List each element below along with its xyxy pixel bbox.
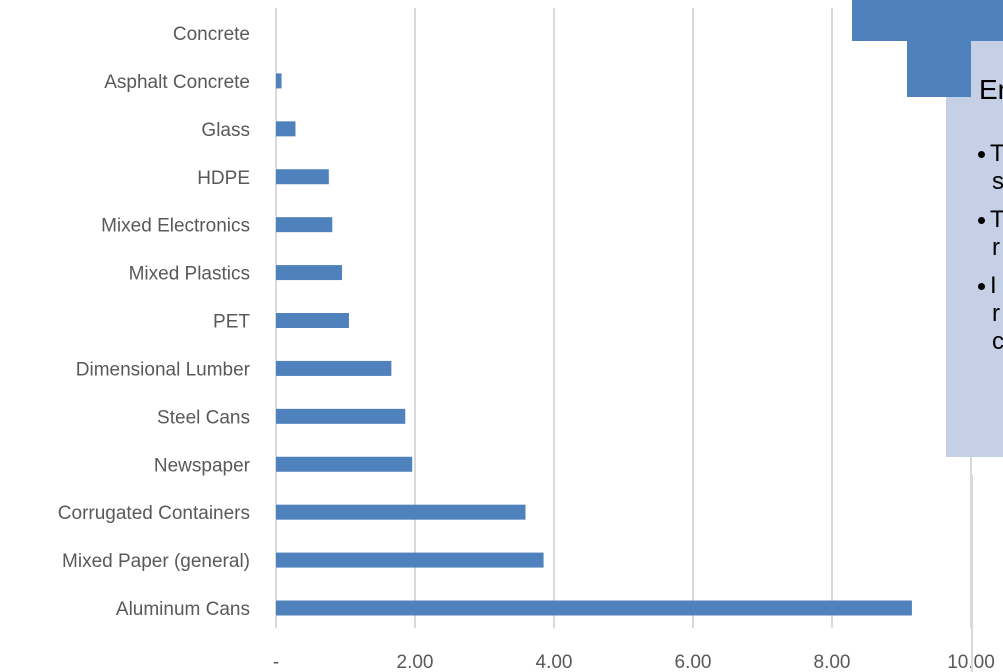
x-tick-label: 8.00 bbox=[814, 652, 851, 672]
bar bbox=[276, 265, 343, 281]
callout-heading: Er bbox=[979, 74, 1003, 105]
bar bbox=[276, 504, 526, 520]
bar bbox=[276, 600, 912, 616]
bar bbox=[276, 313, 349, 328]
bar bbox=[276, 552, 544, 568]
category-label: PET bbox=[213, 312, 250, 333]
bar bbox=[276, 73, 282, 89]
accent-shape-top bbox=[852, 0, 1003, 41]
x-tick-label: 6.00 bbox=[675, 652, 712, 672]
category-label: Concrete bbox=[173, 24, 250, 45]
bullet-text: T bbox=[990, 206, 1003, 233]
bullet-dot-icon bbox=[978, 151, 985, 159]
bar bbox=[276, 456, 413, 472]
category-label: Newspaper bbox=[154, 455, 251, 476]
bullet-dot-icon bbox=[978, 283, 985, 291]
category-label: Steel Cans bbox=[157, 407, 250, 428]
category-label: Mixed Paper (general) bbox=[62, 551, 250, 572]
x-tick-label: 4.00 bbox=[536, 652, 573, 672]
bar bbox=[276, 121, 296, 137]
category-label: Asphalt Concrete bbox=[104, 72, 250, 93]
bullet-text: r bbox=[992, 234, 1000, 261]
bullet-text: r bbox=[992, 300, 1000, 327]
bar bbox=[276, 360, 392, 376]
x-tick-label: - bbox=[273, 652, 279, 672]
category-label: Glass bbox=[201, 120, 250, 141]
bar bbox=[276, 217, 333, 233]
category-label: Dimensional Lumber bbox=[76, 359, 251, 380]
bullet-dot-icon bbox=[978, 217, 985, 225]
category-label: Aluminum Cans bbox=[116, 599, 250, 620]
x-tick-label: 2.00 bbox=[397, 652, 434, 672]
category-labels: Concrete Asphalt Concrete Glass HDPE Mixed E… bbox=[58, 24, 251, 620]
category-label: Mixed Plastics bbox=[129, 264, 250, 285]
category-label: Corrugated Containers bbox=[58, 503, 250, 524]
category-label: Mixed Electronics bbox=[101, 216, 250, 237]
bar bbox=[276, 408, 406, 424]
bar bbox=[276, 169, 329, 185]
bullet-text: s bbox=[992, 168, 1003, 195]
bullet-text: c bbox=[992, 328, 1003, 355]
callout-panel bbox=[946, 41, 1003, 457]
x-tick-labels: -2.004.006.008.0010.00 bbox=[273, 652, 995, 672]
bars bbox=[276, 73, 912, 616]
accent-shape-step bbox=[907, 41, 971, 97]
gridlines bbox=[275, 8, 972, 628]
divider-line bbox=[971, 475, 973, 672]
bullet-text: I bbox=[990, 272, 997, 299]
category-label: HDPE bbox=[197, 168, 250, 189]
bullet-text: T bbox=[990, 140, 1003, 167]
